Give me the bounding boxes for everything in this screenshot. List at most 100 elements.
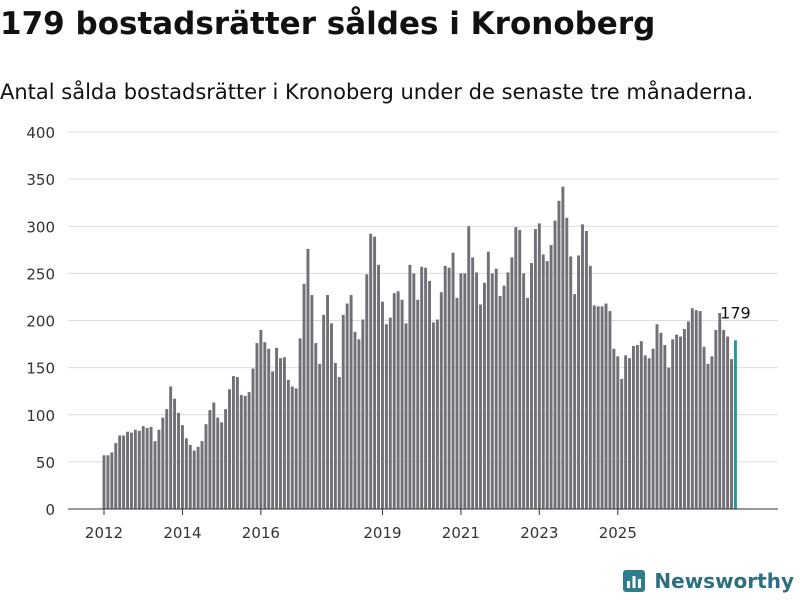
bar bbox=[381, 301, 384, 509]
bar bbox=[377, 264, 381, 509]
bar bbox=[502, 285, 506, 509]
x-tick-label: 2014 bbox=[163, 524, 201, 542]
bar bbox=[349, 295, 353, 509]
bar bbox=[604, 303, 608, 509]
chart-subtitle: Antal sålda bostadsrätter i Kronoberg un… bbox=[0, 80, 754, 104]
bar bbox=[259, 329, 263, 509]
bar bbox=[479, 304, 482, 509]
bar bbox=[275, 347, 279, 509]
bar bbox=[702, 346, 706, 509]
bar bbox=[510, 257, 514, 509]
bar bbox=[530, 263, 533, 509]
bar bbox=[490, 273, 494, 509]
y-tick-label: 250 bbox=[26, 265, 55, 283]
bar bbox=[208, 410, 212, 509]
bar bbox=[514, 227, 518, 509]
bar bbox=[345, 303, 349, 509]
bar bbox=[557, 200, 561, 510]
bar bbox=[192, 450, 196, 509]
bar bbox=[337, 377, 341, 509]
bar bbox=[518, 230, 522, 509]
bar bbox=[196, 446, 200, 509]
bar bbox=[635, 345, 639, 509]
data-label-last: 179 bbox=[720, 303, 751, 322]
bar bbox=[298, 338, 302, 509]
bar bbox=[592, 305, 596, 509]
bar bbox=[447, 267, 451, 509]
bar bbox=[639, 341, 643, 509]
bar bbox=[443, 265, 447, 509]
bar-chart-logo-icon bbox=[623, 570, 646, 592]
bar bbox=[290, 386, 294, 509]
bar bbox=[494, 268, 498, 509]
bar bbox=[153, 441, 157, 509]
bar bbox=[133, 429, 137, 509]
bar bbox=[173, 398, 177, 509]
y-tick-label: 350 bbox=[26, 171, 55, 189]
bar bbox=[663, 345, 667, 509]
chart-title: 179 bostadsrätter såldes i Kronoberg bbox=[0, 6, 656, 42]
bar bbox=[341, 314, 345, 509]
bar bbox=[451, 252, 455, 509]
bar bbox=[581, 224, 584, 510]
bar bbox=[506, 272, 510, 509]
bar bbox=[212, 402, 216, 509]
bar bbox=[282, 357, 286, 509]
bar bbox=[420, 266, 424, 509]
bar bbox=[267, 348, 271, 509]
bar bbox=[486, 251, 490, 509]
bar bbox=[573, 294, 577, 509]
bar bbox=[612, 348, 616, 509]
y-tick-label: 200 bbox=[26, 313, 55, 331]
x-tick-label: 2025 bbox=[599, 524, 637, 542]
bar bbox=[114, 443, 118, 509]
bar bbox=[608, 311, 612, 509]
y-tick-label: 0 bbox=[45, 501, 55, 519]
bar bbox=[216, 417, 220, 509]
bar bbox=[577, 255, 581, 509]
bar bbox=[204, 424, 208, 509]
bar bbox=[616, 356, 620, 509]
bar bbox=[102, 455, 106, 509]
x-tick-label: 2016 bbox=[242, 524, 280, 542]
bar bbox=[286, 379, 290, 509]
bar bbox=[392, 293, 396, 509]
bar bbox=[243, 395, 247, 509]
bar bbox=[718, 312, 722, 509]
bar bbox=[675, 334, 679, 509]
bar bbox=[169, 386, 173, 509]
bar bbox=[106, 455, 110, 509]
bar bbox=[188, 444, 192, 509]
y-tick-label: 50 bbox=[36, 454, 55, 472]
bar bbox=[545, 261, 549, 509]
newsworthy-logo: Newsworthy bbox=[623, 569, 794, 593]
bar bbox=[714, 329, 718, 509]
bar bbox=[129, 432, 133, 509]
bar bbox=[184, 438, 188, 509]
bar bbox=[428, 280, 431, 509]
bar bbox=[596, 306, 600, 509]
bar bbox=[137, 430, 141, 509]
bar bbox=[122, 435, 126, 509]
bar bbox=[177, 412, 180, 509]
bar bbox=[694, 310, 698, 509]
bar bbox=[431, 322, 435, 509]
bar bbox=[726, 336, 730, 509]
bar bbox=[314, 343, 318, 509]
bar bbox=[239, 394, 243, 509]
bar bbox=[384, 324, 388, 509]
x-tick-label: 2012 bbox=[85, 524, 123, 542]
bar bbox=[357, 339, 361, 509]
bar bbox=[682, 328, 686, 509]
bar bbox=[565, 217, 569, 509]
bar bbox=[235, 377, 239, 509]
bar bbox=[710, 356, 714, 509]
bar bbox=[263, 342, 267, 509]
bar bbox=[600, 306, 604, 509]
bar bbox=[435, 319, 439, 509]
bar bbox=[475, 272, 479, 509]
bar bbox=[220, 422, 224, 509]
bar bbox=[655, 324, 659, 509]
bar bbox=[408, 264, 412, 509]
bar bbox=[553, 220, 557, 509]
